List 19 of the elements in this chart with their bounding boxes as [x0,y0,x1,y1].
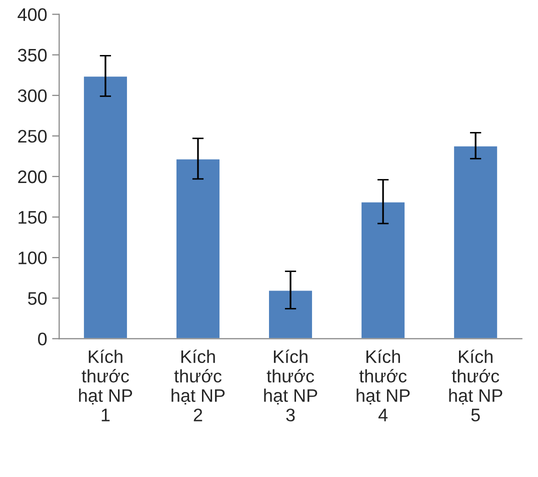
y-tick-label: 50 [28,292,47,305]
y-tick-label: 350 [18,48,47,62]
bar [452,144,498,339]
y-tick-label: 100 [18,252,47,264]
x-tick-label: Kích thước hạt NP 5 [449,350,502,422]
bar [82,75,128,339]
y-tick-label: 250 [18,130,47,143]
x-tick-label: Kích thước hạt NP 1 [79,350,132,422]
y-tick-label: 300 [18,89,47,102]
y-tick-label: 400 [18,8,47,22]
bar [268,289,314,339]
bar [175,158,221,339]
x-tick-label: Kích thước hạt NP 2 [172,350,225,422]
x-tick-label: Kích thước hạt NP 3 [264,350,318,422]
y-tick-label: 0 [38,332,47,346]
bar [360,200,406,339]
x-tick-label: Kích thước hạt NP 4 [356,350,410,422]
y-tick-label: 150 [18,210,47,224]
y-tick-label: 200 [18,170,47,184]
